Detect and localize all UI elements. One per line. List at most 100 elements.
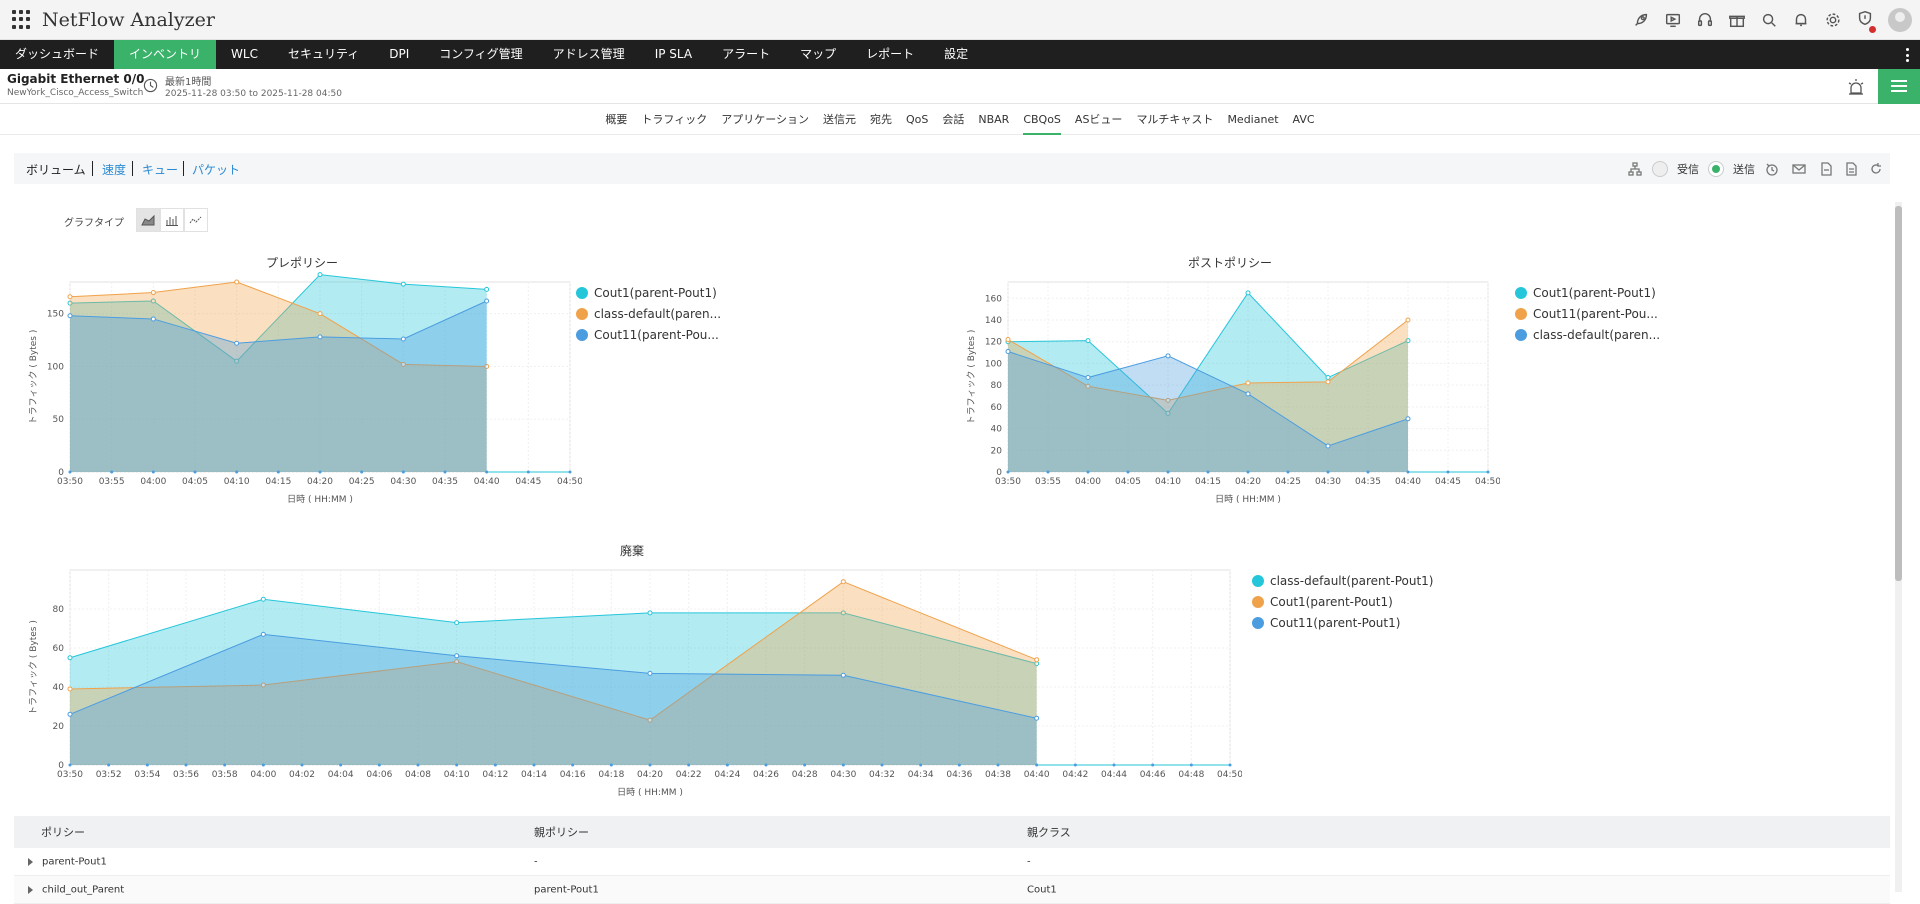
data-point[interactable] <box>1165 353 1171 359</box>
subtab-3[interactable]: 送信元 <box>822 112 856 126</box>
data-point[interactable] <box>400 361 406 367</box>
subtab-1[interactable]: トラフィック <box>641 112 708 126</box>
nav-item-4[interactable]: DPI <box>389 47 410 61</box>
subtab-4[interactable]: 宛先 <box>869 112 892 126</box>
data-point[interactable] <box>484 363 490 369</box>
tab-packet[interactable]: パケット <box>192 163 241 177</box>
col-parent-policy[interactable]: 親ポリシー <box>534 826 589 839</box>
data-point[interactable] <box>1325 379 1331 385</box>
data-point[interactable] <box>67 313 73 319</box>
send-radio[interactable] <box>1708 160 1724 177</box>
nav-item-10[interactable]: レポート <box>866 47 915 61</box>
subtab-12[interactable]: AVC <box>1292 112 1315 126</box>
scrollbar-thumb[interactable] <box>1895 206 1902 581</box>
data-point[interactable] <box>484 286 490 292</box>
data-point[interactable] <box>1085 375 1091 381</box>
legend-item[interactable]: class-default(paren... <box>1515 324 1660 345</box>
subtab-9[interactable]: ASビュー <box>1074 112 1123 126</box>
legend-item[interactable]: Cout1(parent-Pout1) <box>1252 591 1433 612</box>
receive-radio[interactable] <box>1652 160 1668 177</box>
legend-item[interactable]: Cout11(parent-Pout1) <box>1252 612 1433 633</box>
more-menu-icon[interactable] <box>1906 48 1910 62</box>
tab-volume[interactable]: ボリューム <box>26 163 86 177</box>
table-row[interactable]: parent-Pout1 - - <box>14 848 1890 876</box>
nav-item-11[interactable]: 設定 <box>944 47 969 61</box>
data-point[interactable] <box>454 653 460 659</box>
data-point[interactable] <box>317 334 323 340</box>
pdf-icon[interactable] <box>1818 161 1834 177</box>
subtab-7[interactable]: NBAR <box>978 112 1010 126</box>
data-point[interactable] <box>647 610 653 616</box>
rocket-icon[interactable] <box>1632 11 1650 29</box>
data-point[interactable] <box>67 300 73 306</box>
nav-item-0[interactable]: ダッシュボード <box>15 47 100 61</box>
alarm-siren-icon[interactable] <box>1846 77 1866 97</box>
nav-item-1[interactable]: インベントリ <box>114 40 217 69</box>
search-icon[interactable] <box>1760 11 1778 29</box>
data-point[interactable] <box>234 279 240 285</box>
data-point[interactable] <box>317 272 323 278</box>
gear-icon[interactable] <box>1824 11 1842 29</box>
data-point[interactable] <box>1245 380 1251 386</box>
email-icon[interactable] <box>1789 161 1809 177</box>
data-point[interactable] <box>67 711 73 717</box>
data-point[interactable] <box>1005 337 1011 343</box>
data-point[interactable] <box>1405 338 1411 344</box>
data-point[interactable] <box>840 672 846 678</box>
data-point[interactable] <box>150 290 156 296</box>
subtab-11[interactable]: Medianet <box>1227 112 1279 126</box>
legend-item[interactable]: Cout11(parent-Pou... <box>1515 303 1660 324</box>
nav-item-7[interactable]: IP SLA <box>654 47 693 61</box>
subtab-8[interactable]: CBQoS <box>1023 104 1061 135</box>
nav-item-9[interactable]: マップ <box>800 47 837 61</box>
data-point[interactable] <box>840 579 846 585</box>
expand-arrow-icon[interactable] <box>28 857 33 866</box>
legend-item[interactable]: Cout1(parent-Pout1) <box>576 282 721 303</box>
data-point[interactable] <box>400 281 406 287</box>
shield-alert-icon[interactable] <box>1856 9 1876 33</box>
data-point[interactable] <box>1085 383 1091 389</box>
data-point[interactable] <box>647 717 653 723</box>
nav-item-6[interactable]: アドレス管理 <box>552 47 625 61</box>
nav-item-5[interactable]: コンフィグ管理 <box>439 47 523 61</box>
gift-icon[interactable] <box>1728 11 1746 29</box>
data-point[interactable] <box>454 620 460 626</box>
data-point[interactable] <box>1034 715 1040 721</box>
data-point[interactable] <box>840 610 846 616</box>
data-point[interactable] <box>1005 348 1011 354</box>
data-point[interactable] <box>1085 338 1091 344</box>
data-point[interactable] <box>1034 657 1040 663</box>
clock-icon[interactable] <box>143 78 158 93</box>
data-point[interactable] <box>484 298 490 304</box>
data-point[interactable] <box>317 311 323 317</box>
refresh-icon[interactable] <box>1868 161 1884 177</box>
data-point[interactable] <box>150 298 156 304</box>
hierarchy-icon[interactable] <box>1627 161 1643 177</box>
area-chart-button[interactable] <box>136 208 160 232</box>
subtab-5[interactable]: QoS <box>905 112 929 126</box>
legend-item[interactable]: class-default(parent-Pout1) <box>1252 570 1433 591</box>
data-point[interactable] <box>1325 375 1331 381</box>
legend-item[interactable]: Cout11(parent-Pou... <box>576 324 721 345</box>
nav-item-3[interactable]: セキュリティ <box>287 47 360 61</box>
expand-arrow-icon[interactable] <box>28 885 33 894</box>
col-policy[interactable]: ポリシー <box>41 826 85 839</box>
time-range-label[interactable]: 最新1時間 <box>165 77 212 88</box>
data-point[interactable] <box>67 294 73 300</box>
col-parent-class[interactable]: 親クラス <box>1027 826 1071 839</box>
subtab-2[interactable]: アプリケーション <box>721 112 809 126</box>
data-point[interactable] <box>454 659 460 665</box>
monitor-play-icon[interactable] <box>1664 11 1682 29</box>
data-point[interactable] <box>260 596 266 602</box>
data-point[interactable] <box>1245 391 1251 397</box>
nav-item-2[interactable]: WLC <box>231 47 258 61</box>
bell-icon[interactable] <box>1792 11 1810 29</box>
data-point[interactable] <box>1405 416 1411 422</box>
subtab-0[interactable]: 概要 <box>605 112 628 126</box>
schedule-icon[interactable] <box>1764 161 1780 177</box>
data-point[interactable] <box>400 336 406 342</box>
data-point[interactable] <box>1325 443 1331 449</box>
nav-item-8[interactable]: アラート <box>722 47 771 61</box>
data-point[interactable] <box>234 340 240 346</box>
tab-queue[interactable]: キュー <box>142 163 179 177</box>
